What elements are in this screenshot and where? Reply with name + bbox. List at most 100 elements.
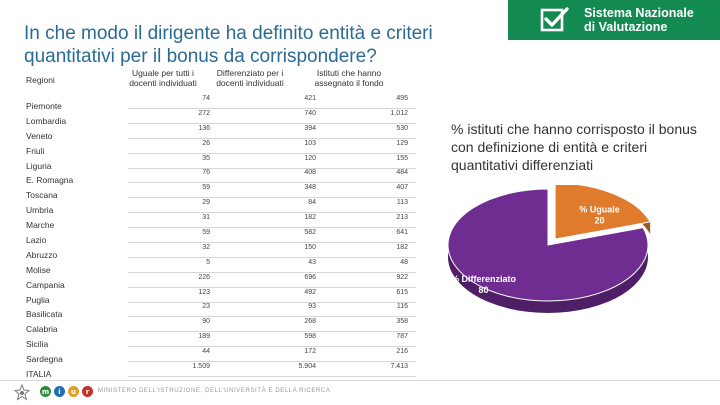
pie-label: % Differenziato 80 — [451, 274, 517, 295]
republic-emblem-icon — [14, 384, 30, 401]
table-row: Umbria 29 84 113 — [24, 199, 416, 216]
value-uguale: 31 — [202, 214, 210, 222]
value-differenziato: 103 — [304, 139, 316, 147]
value-istituti: 787 — [396, 333, 408, 341]
value-uguale: 26 — [202, 139, 210, 147]
table-row: E. Romagna 76 408 484 — [24, 169, 416, 186]
value-istituti: 48 — [400, 258, 408, 266]
row-divider — [128, 242, 416, 244]
value-differenziato: 93 — [308, 303, 316, 311]
value-uguale: 74 — [202, 95, 210, 102]
region-name: Basilicata — [26, 309, 63, 320]
region-table: Regioni Uguale per tutti i docenti indiv… — [24, 66, 416, 379]
row-divider — [128, 316, 416, 318]
value-uguale: 35 — [202, 154, 210, 162]
value-istituti: 407 — [396, 184, 408, 192]
value-uguale: 226 — [198, 273, 210, 281]
value-istituti: 129 — [396, 139, 408, 147]
region-name: Liguria — [26, 160, 52, 171]
region-name: E. Romagna — [26, 175, 74, 186]
header-istituti: Istituti che hanno assegnato il fondo — [314, 68, 384, 88]
table-row: Toscana 59 348 407 — [24, 184, 416, 200]
value-istituti: 213 — [396, 214, 408, 222]
table-row: Abruzzo 32 150 182 — [24, 243, 416, 260]
table-row: Piemonte 74 421 495 — [24, 95, 416, 111]
table-row: Marche 31 182 213 — [24, 214, 416, 230]
value-istituti: 216 — [396, 348, 408, 356]
value-uguale: 29 — [202, 199, 210, 207]
value-uguale: 1.509 — [192, 363, 210, 371]
region-name: Molise — [26, 264, 51, 275]
value-istituti: 182 — [396, 243, 408, 251]
table-row: Calabria 90 268 358 — [24, 318, 416, 334]
value-istituti: 116 — [396, 303, 408, 311]
table-body: Piemonte 74 421 495 Lombardia 272 740 1.012 Vene… — [24, 95, 416, 380]
row-divider — [128, 108, 416, 109]
row-divider — [128, 152, 416, 154]
value-uguale: 136 — [198, 124, 210, 132]
value-uguale: 59 — [202, 184, 210, 192]
value-differenziato: 5.904 — [298, 363, 316, 371]
pie-label-name: % Differenziato — [451, 274, 517, 284]
value-istituti: 495 — [396, 95, 408, 102]
pie-chart: % Differenziato 80 % Uguale 20 — [447, 185, 651, 313]
value-differenziato: 598 — [304, 333, 316, 341]
footer — [0, 380, 720, 405]
row-divider — [128, 271, 416, 273]
ministry-label: MINISTERO DELL'ISTRUZIONE, DELL'UNIVERSI… — [98, 388, 331, 394]
row-divider — [128, 182, 416, 184]
pie-label: % Uguale 20 — [579, 204, 620, 225]
row-divider — [128, 167, 416, 169]
table-row: Liguria 35 120 155 — [24, 154, 416, 171]
row-divider — [128, 197, 416, 199]
value-differenziato: 408 — [304, 169, 316, 177]
value-uguale: 76 — [202, 169, 210, 177]
miur-letter: r — [82, 386, 93, 397]
miur-letter: m — [40, 386, 51, 397]
value-differenziato: 120 — [304, 154, 316, 162]
value-differenziato: 696 — [304, 273, 316, 281]
value-differenziato: 421 — [304, 95, 316, 102]
value-differenziato: 182 — [304, 214, 316, 222]
value-uguale: 23 — [202, 303, 210, 311]
value-differenziato: 84 — [308, 199, 316, 207]
table-row: Molise 5 43 48 — [24, 258, 416, 275]
region-name: ITALIA — [26, 369, 52, 380]
region-name: Campania — [26, 279, 65, 290]
region-name: Sicilia — [26, 339, 49, 350]
value-istituti: 641 — [396, 229, 408, 237]
value-istituti: 484 — [396, 169, 408, 177]
value-differenziato: 43 — [308, 258, 316, 266]
table-row: Sardegna 44 172 216 — [24, 348, 416, 364]
pie-label-value: 80 — [479, 285, 489, 295]
header-differenziato: Differenziato per i docenti individuati — [216, 68, 284, 88]
value-differenziato: 740 — [304, 109, 316, 117]
value-differenziato: 492 — [304, 288, 316, 296]
logo-line1: Sistema Nazionale — [584, 6, 694, 20]
header-uguale: Uguale per tutti i docenti individuati — [129, 68, 197, 88]
miur-letter: u — [68, 386, 79, 397]
row-divider — [128, 361, 416, 363]
row-divider — [128, 122, 416, 124]
value-istituti: 530 — [396, 124, 408, 132]
region-name: Lazio — [26, 235, 47, 246]
region-name: Veneto — [26, 130, 53, 141]
table-row: Lombardia 272 740 1.012 — [24, 109, 416, 126]
region-name: Umbria — [26, 205, 54, 216]
checkbox-check-icon — [540, 7, 569, 32]
region-name: Abruzzo — [26, 249, 58, 260]
value-differenziato: 172 — [304, 348, 316, 356]
miur-letter: i — [54, 386, 65, 397]
value-differenziato: 582 — [304, 229, 316, 237]
row-divider — [128, 376, 416, 378]
region-name: Piemonte — [26, 101, 62, 111]
logo-line2: di Valutazione — [584, 20, 668, 34]
row-divider — [128, 286, 416, 288]
table-row: Puglia 123 492 615 — [24, 288, 416, 305]
value-differenziato: 394 — [304, 124, 316, 132]
value-istituti: 7.413 — [390, 363, 408, 371]
pie-slice — [447, 188, 649, 302]
slide-title: In che modo il dirigente ha definito ent… — [24, 23, 433, 67]
row-divider — [128, 212, 416, 214]
